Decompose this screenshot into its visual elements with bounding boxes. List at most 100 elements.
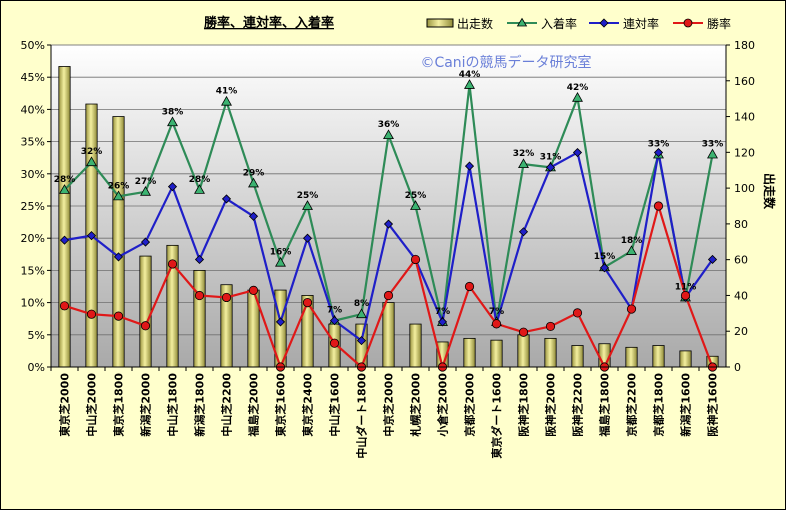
x-category-label: 阪神芝1800 [517,373,531,437]
x-category-label: 中山芝1800 [166,373,180,437]
x-category-label: 中山芝2200 [220,373,234,437]
bar-starts [382,302,395,368]
x-category-label: 京都芝2200 [625,373,639,437]
shoritsu-point [221,292,232,303]
x-category-label: 福島芝2000 [247,373,261,438]
nyuchaku-point [167,116,178,127]
legend-label-rentai: 連対率 [623,16,659,31]
gridlines [51,76,726,336]
nyuchaku-data-label: 29% [243,168,265,178]
bar-starts [652,345,665,368]
legend-label-nyuchaku: 入着率 [541,16,577,31]
bar-starts [490,339,503,368]
nyuchaku-data-label: 33% [648,139,670,149]
shoritsu-point [167,259,178,269]
nyuchaku-point [113,190,124,201]
rentai-point [437,317,448,327]
nyuchaku-point [383,129,394,140]
bar-starts [112,116,125,368]
nyuchaku-data-label: 7% [435,307,450,317]
shoritsu-point [383,290,394,301]
nyuchaku-data-label: 42% [567,83,589,93]
y-tick-label: 45% [21,71,45,84]
bar-starts [58,66,71,368]
x-category-label: 新潟芝2000 [139,373,153,437]
rentai-point [86,231,97,241]
nyuchaku-point [140,186,151,196]
legend-nyuchaku-marker [516,17,528,27]
nyuchaku-point [626,245,637,255]
legend-rentai-marker [599,18,609,28]
y-tick-label: 50% [21,39,45,52]
y-tick-label: 10% [21,297,45,310]
shoritsu-point [464,281,475,292]
shoritsu-point [518,327,529,337]
x-category-label: 福島芝1800 [598,373,612,438]
shoritsu-point [626,304,637,314]
shoritsu-point [545,321,556,332]
x-category-label: 中山ダート1800 [355,373,369,459]
nyuchaku-data-label: 18% [621,236,643,246]
rentai-point [140,237,151,247]
y2-tick-label: 0 [734,361,741,374]
y2-tick-label: 60 [734,254,748,267]
shoritsu-point [572,308,583,318]
nyuchaku-data-label: 32% [81,147,103,157]
shoritsu-point [140,321,151,331]
nyuchaku-data-label: 8% [354,299,369,309]
rentai-point [248,211,259,221]
x-category-label: 中山芝2000 [85,373,99,437]
nyuchaku-point [194,184,205,194]
shoritsu-point [329,338,340,348]
x-category-label: 東京芝2400 [301,373,315,437]
nyuchaku-data-label: 7% [327,306,342,316]
x-category-label: 札幌芝2000 [409,373,423,438]
y2-tick-label: 20 [734,325,748,338]
rentai-point [113,252,124,262]
bar-starts [571,345,584,368]
shoritsu-point [491,319,502,329]
rentai-point [518,227,529,237]
line-series: 28% 32% 26% 27% 38% 28% 41% 29% 16% 25% 7% 8% 36% 25%… [54,70,724,372]
watermark: ©Caniの競馬データ研究室 [420,54,591,71]
shoritsu-point [248,285,259,295]
y-tick-label: 25% [21,200,45,213]
y-tick-label: 15% [21,264,45,277]
rentai-point [275,317,286,327]
nyuchaku-data-label: 16% [270,248,292,258]
nyuchaku-data-label: 28% [189,175,211,185]
x-category-label: 阪神芝2000 [544,373,558,437]
shoritsu-point [59,301,70,311]
nyuchaku-point [59,184,70,194]
shoritsu-point [86,309,97,319]
x-category-label: 阪神芝2200 [571,373,585,437]
x-category-label: 京都芝2000 [463,373,477,437]
nyuchaku-point [302,200,313,210]
nyuchaku-data-label: 26% [108,181,130,191]
rentai-point [707,254,718,265]
x-category-label: 小倉芝2000 [436,373,450,438]
y-tick-label: 20% [21,232,45,245]
rentai-point [545,162,556,172]
nyuchaku-data-label: 33% [702,139,724,149]
bar-starts [355,323,368,368]
shoritsu-point [113,311,124,321]
rentai-point [59,235,70,245]
nyuchaku-point [356,308,367,319]
x-category-label: 中山芝1600 [328,373,342,437]
x-category-label: 東京芝1600 [274,373,288,437]
rentai-point [194,254,205,265]
y2-tick-label: 160 [734,75,755,88]
nyuchaku-data-label: 25% [405,191,427,201]
shoritsu-point [410,254,421,265]
y2-tick-label: 40 [734,289,748,302]
y-tick-label: 40% [21,103,45,116]
x-category-label: 阪神芝1600 [706,373,720,437]
legend-bar-swatch [426,18,454,28]
bar-starts [679,350,692,368]
nyuchaku-point [707,148,718,159]
nyuchaku-data-label: 7% [489,307,504,317]
x-category-label: 中京芝2000 [382,373,396,437]
